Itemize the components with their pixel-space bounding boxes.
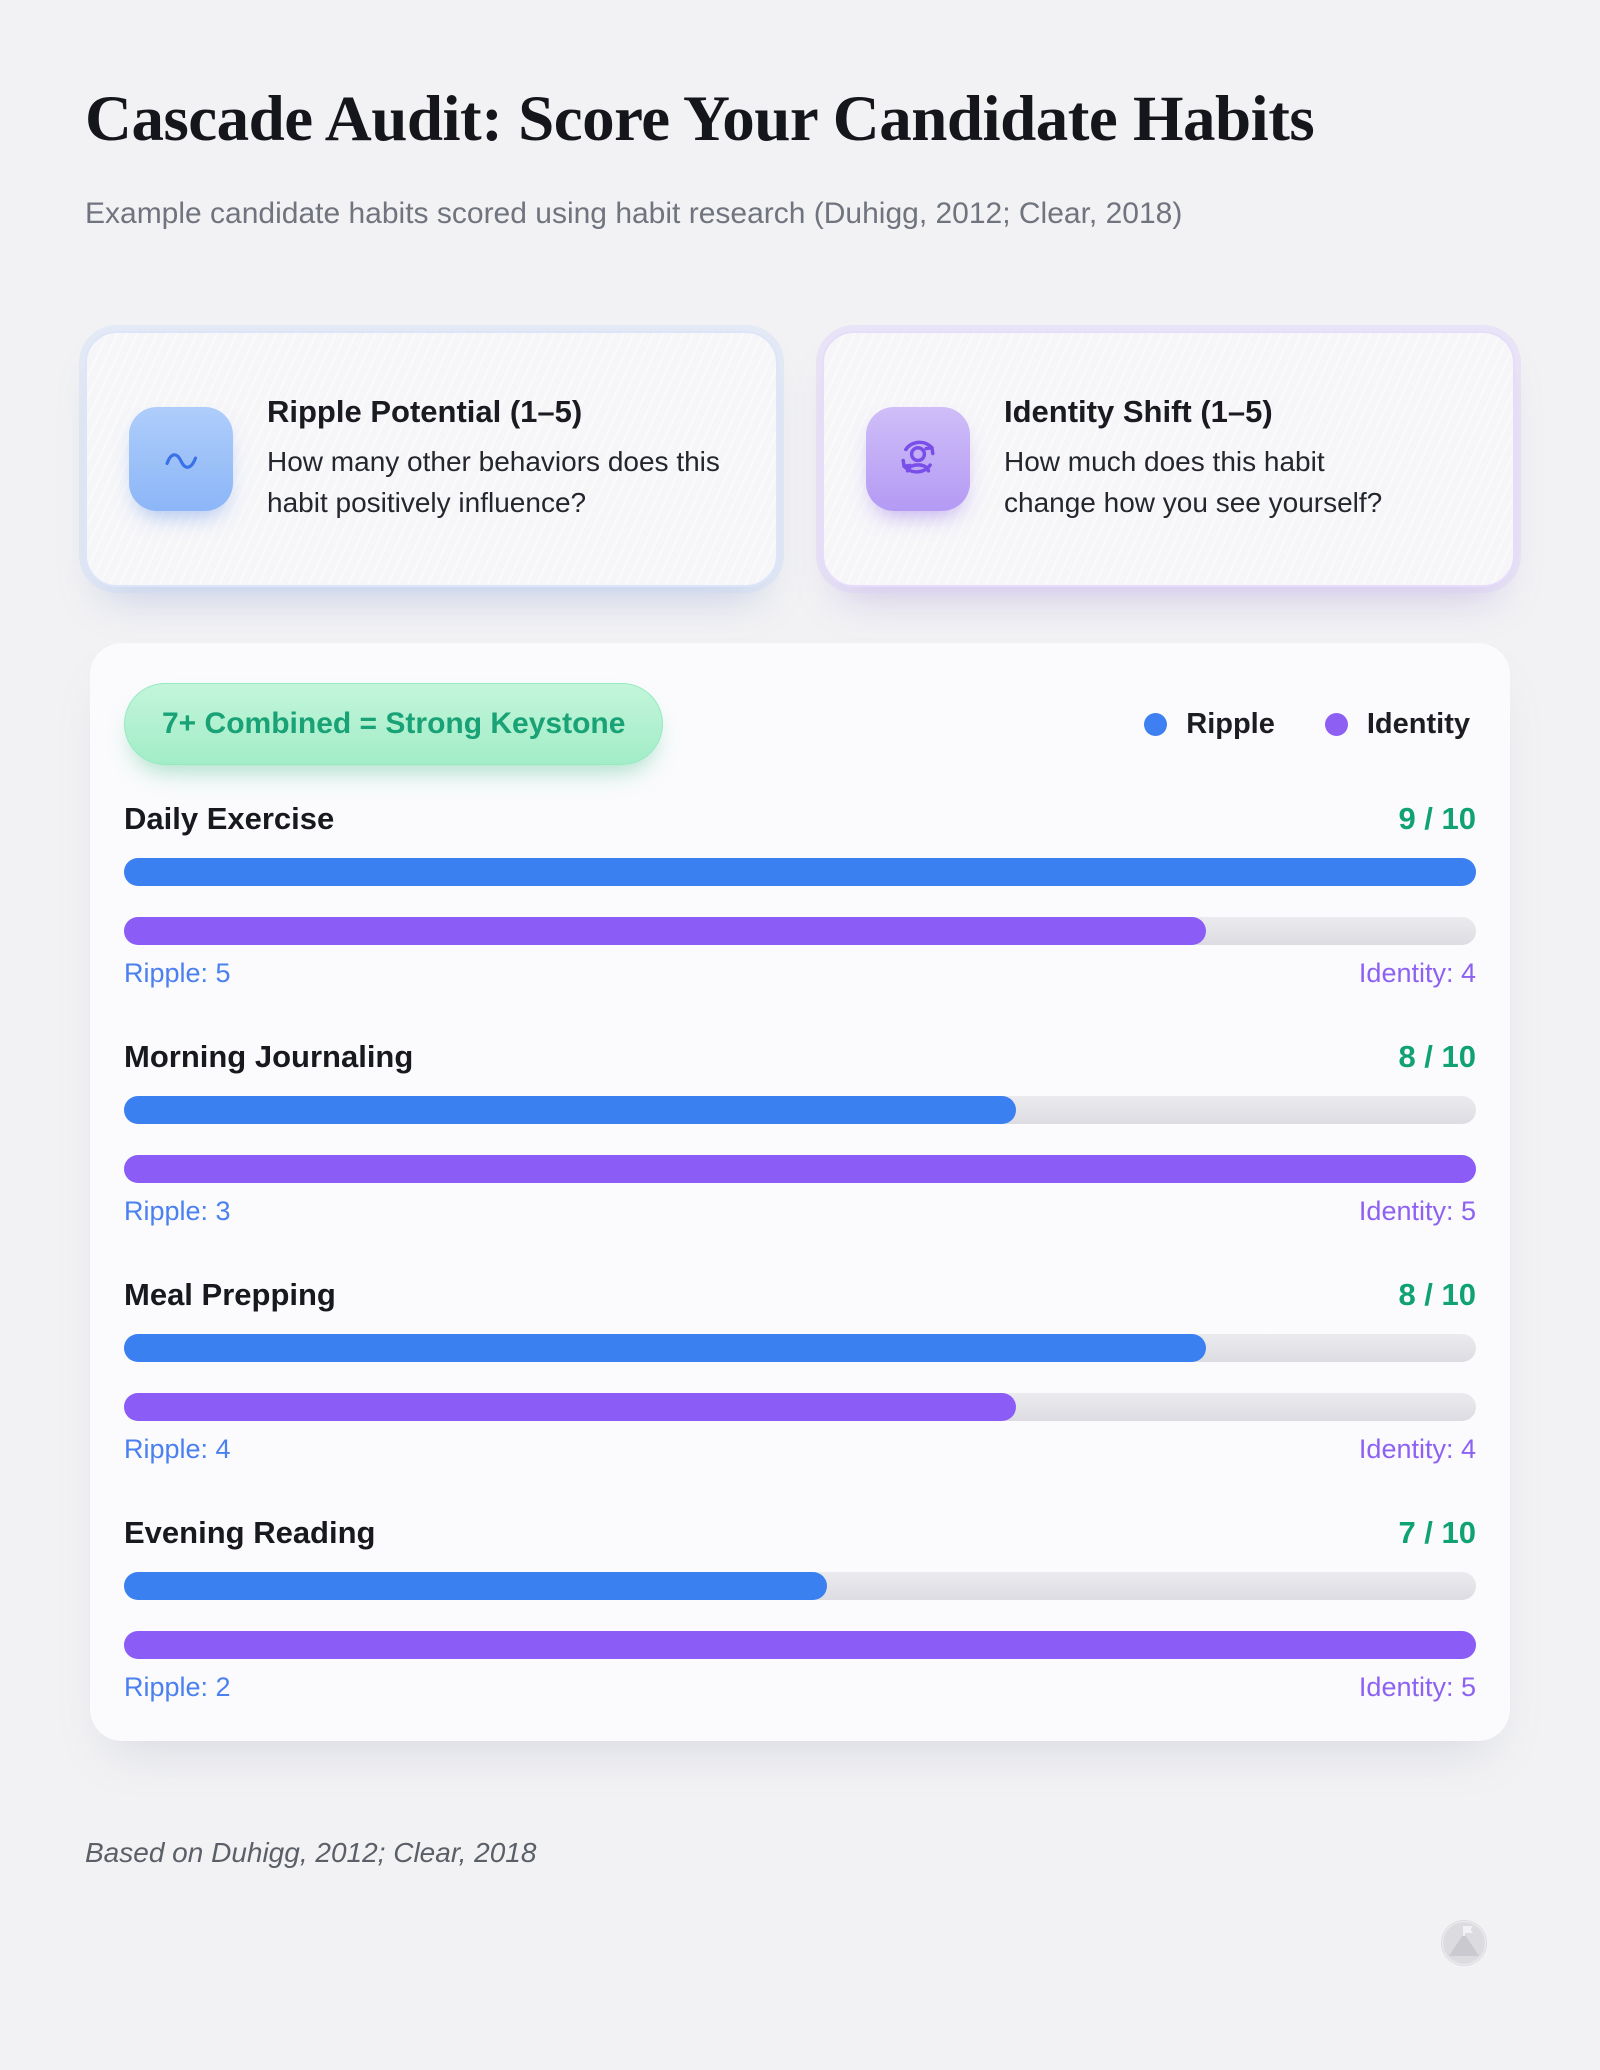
habit-row-daily-exercise: Daily Exercise 9 / 10 Ripple: 5 Identity… — [124, 801, 1476, 989]
ripple-score-label: Ripple: 3 — [124, 1196, 231, 1226]
identity-legend-dot — [1324, 712, 1348, 736]
ripple-score-label: Ripple: 5 — [124, 958, 231, 988]
habit-scoreboard-panel: 7+ Combined = Strong Keystone Ripple Ide… — [90, 643, 1510, 1741]
habit-header: Meal Prepping 8 / 10 — [124, 1277, 1476, 1313]
habit-name: Morning Journaling — [124, 1039, 414, 1074]
ripple-score-label: Ripple: 4 — [124, 1434, 231, 1464]
identity-score-label: Identity: 4 — [1358, 1434, 1476, 1464]
habit-total-score: 8 / 10 — [1398, 1277, 1476, 1312]
habit-header: Morning Journaling 8 / 10 — [124, 1039, 1476, 1075]
habit-row-morning-journaling: Morning Journaling 8 / 10 Ripple: 3 Iden… — [124, 1039, 1476, 1227]
page-title: Cascade Audit: Score Your Candidate Habi… — [85, 83, 1315, 155]
ripple-legend-dot — [1144, 712, 1168, 736]
ripple-icon-tile — [129, 407, 233, 511]
ripple-card-description: How many other behaviors does this habit… — [267, 446, 720, 518]
scoreboard-header: 7+ Combined = Strong Keystone Ripple Ide… — [124, 683, 1476, 765]
ripple-bar-track — [124, 1334, 1476, 1362]
ripple-bar-fill — [124, 1096, 1017, 1124]
source-note: Based on Duhigg, 2012; Clear, 2018 — [85, 1837, 537, 1868]
habit-meta: Ripple: 3 Identity: 5 — [124, 1196, 1476, 1227]
ripple-bar-track — [124, 1096, 1476, 1124]
identity-score-label: Identity: 4 — [1358, 958, 1476, 988]
criteria-cards: Ripple Potential (1–5) How many other be… — [85, 331, 1515, 587]
identity-icon-tile — [866, 407, 970, 511]
identity-score-label: Identity: 5 — [1358, 1672, 1476, 1702]
ripple-potential-card: Ripple Potential (1–5) How many other be… — [85, 331, 778, 587]
habit-name: Meal Prepping — [124, 1277, 336, 1312]
ripple-card-title: Ripple Potential (1–5) — [267, 394, 583, 430]
habit-row-evening-reading: Evening Reading 7 / 10 Ripple: 2 Identit… — [124, 1515, 1476, 1703]
identity-legend-label: Identity — [1366, 707, 1470, 740]
wave-icon — [152, 428, 210, 491]
legend-item-ripple: Ripple — [1144, 708, 1275, 741]
ripple-bar-fill — [124, 1334, 1206, 1362]
keystone-badge: 7+ Combined = Strong Keystone — [124, 683, 664, 765]
habit-name: Evening Reading — [124, 1515, 376, 1550]
habit-name: Daily Exercise — [124, 801, 335, 836]
habit-meta: Ripple: 5 Identity: 4 — [124, 958, 1476, 989]
ripple-bar-fill — [124, 1572, 828, 1600]
legend-item-identity: Identity — [1324, 707, 1470, 741]
habit-row-meal-prepping: Meal Prepping 8 / 10 Ripple: 4 Identity:… — [124, 1277, 1476, 1465]
habit-header: Evening Reading 7 / 10 — [124, 1515, 1476, 1551]
legend: Ripple Identity — [1144, 708, 1476, 741]
identity-bar-track — [124, 917, 1476, 945]
habit-total-score: 7 / 10 — [1398, 1515, 1476, 1550]
identity-shift-card: Identity Shift (1–5) How much does this … — [822, 331, 1515, 587]
ripple-bar-fill — [124, 858, 1476, 886]
ripple-bar-track — [124, 858, 1476, 886]
habit-meta: Ripple: 2 Identity: 5 — [124, 1672, 1476, 1703]
identity-score-label: Identity: 5 — [1358, 1196, 1476, 1226]
identity-bar-fill — [124, 1393, 1017, 1421]
identity-bar-fill — [124, 917, 1206, 945]
habit-total-score: 9 / 10 — [1398, 801, 1476, 836]
identity-card-description: How much does this habit change how you … — [1004, 446, 1383, 518]
logo-row — [112, 1919, 1488, 1972]
identity-bar-track — [124, 1631, 1476, 1659]
identity-bar-track — [124, 1393, 1476, 1421]
identity-card-text: Identity Shift (1–5) How much does this … — [1004, 394, 1416, 524]
habit-header: Daily Exercise 9 / 10 — [124, 801, 1476, 837]
ripple-legend-label: Ripple — [1186, 707, 1275, 740]
page-subtitle: Example candidate habits scored using ha… — [85, 197, 1183, 230]
ripple-card-text: Ripple Potential (1–5) How many other be… — [267, 394, 734, 524]
ripple-bar-track — [124, 1572, 1476, 1600]
mountain-flag-logo-icon — [1440, 1919, 1488, 1972]
identity-bar-track — [124, 1155, 1476, 1183]
habit-meta: Ripple: 4 Identity: 4 — [124, 1434, 1476, 1465]
identity-card-title: Identity Shift (1–5) — [1004, 394, 1273, 430]
identity-refresh-icon — [889, 428, 947, 491]
identity-bar-fill — [124, 1155, 1476, 1183]
ripple-score-label: Ripple: 2 — [124, 1672, 231, 1702]
identity-bar-fill — [124, 1631, 1476, 1659]
habit-total-score: 8 / 10 — [1398, 1039, 1476, 1074]
